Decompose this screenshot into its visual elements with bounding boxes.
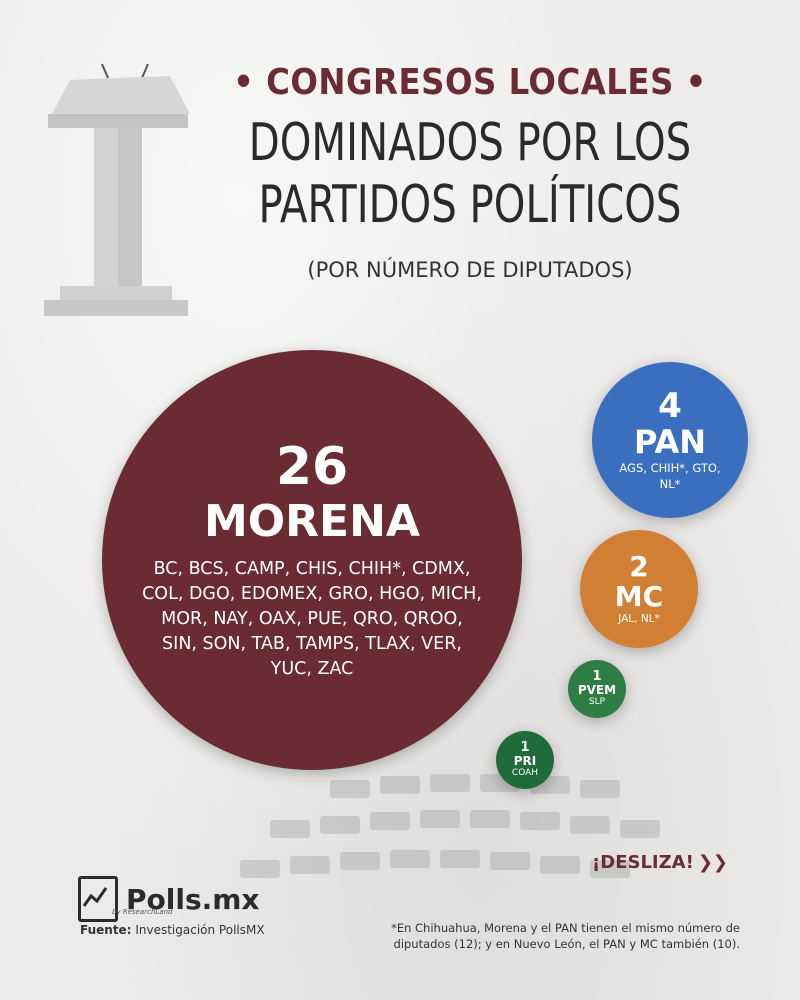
source-label: Fuente: xyxy=(80,923,132,937)
bubble-party: MC xyxy=(614,580,664,613)
bubble-morena: 26 MORENA BC, BCS, CAMP, CHIS, CHIH*, CD… xyxy=(102,350,522,770)
bubble-value: 4 xyxy=(658,386,682,426)
bubble-states: JAL, NL* xyxy=(618,613,660,625)
source: Fuente: Investigación PollsMX xyxy=(80,922,265,938)
title-line-2: PARTIDOS POLÍTICOS xyxy=(258,175,682,235)
bubble-states: BC, BCS, CAMP, CHIS, CHIH*, CDMX, COL, D… xyxy=(142,558,482,679)
bubble-party: PRI xyxy=(513,754,537,768)
bubble-states: COAH xyxy=(511,768,539,778)
title-line-1: DOMINADOS POR LOS xyxy=(248,113,692,173)
podium-illustration xyxy=(44,63,190,316)
footnote: *En Chihuahua, Morena y el PAN tienen el… xyxy=(391,921,740,951)
bubble-states: AGS, CHIH*, GTO, NL* xyxy=(619,461,721,491)
chart-logo-icon xyxy=(78,876,118,922)
bubble-pri: 1 PRI COAH xyxy=(496,731,554,789)
page-subtitle: (POR NÚMERO DE DIPUTADOS) xyxy=(307,258,633,282)
bubble-party: PVEM xyxy=(577,683,617,697)
pollsmx-logo: Polls.mx xyxy=(78,876,260,922)
header-top-line: • CONGRESOS LOCALES • xyxy=(233,62,707,103)
swipe-cta[interactable]: ¡DESLIZA! ❯❯ xyxy=(592,852,728,873)
page-title: DOMINADOS POR LOS PARTIDOS POLÍTICOS xyxy=(238,112,702,236)
bubble-value: 1 xyxy=(520,740,530,755)
bubble-mc: 2 MC JAL, NL* xyxy=(580,530,698,648)
bubble-value: 2 xyxy=(629,550,649,583)
congress-seats-illustration xyxy=(240,774,660,878)
bubble-pvem: 1 PVEM SLP xyxy=(568,660,626,718)
double-chevron-right-icon: ❯❯ xyxy=(697,852,728,873)
bubble-party: MORENA xyxy=(203,495,420,547)
logo-text: Polls.mx xyxy=(126,882,260,916)
bubble-value: 26 xyxy=(275,436,349,497)
bubble-states: SLP xyxy=(588,697,606,707)
bubble-party: PAN xyxy=(633,423,707,461)
logo-tagline: by ResearchLand xyxy=(112,908,173,916)
source-text: Investigación PollsMX xyxy=(135,923,265,937)
swipe-cta-label: ¡DESLIZA! xyxy=(592,852,694,873)
bubble-pan: 4 PAN AGS, CHIH*, GTO, NL* xyxy=(592,362,748,518)
bubble-value: 1 xyxy=(592,669,602,684)
